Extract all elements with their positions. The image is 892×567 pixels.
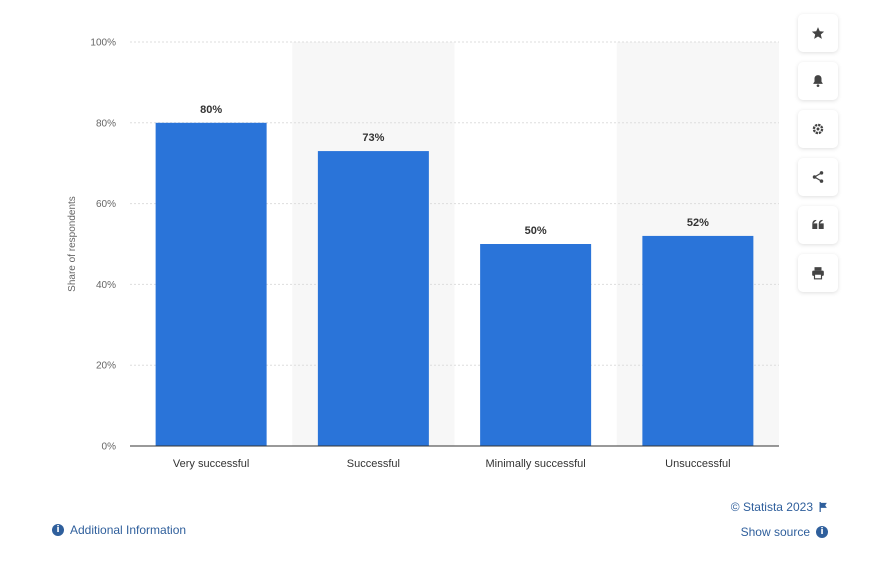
- category-label: Unsuccessful: [665, 458, 730, 470]
- bell-icon: [813, 75, 823, 88]
- additional-information-text: Additional Information: [70, 523, 187, 537]
- gear-icon: [812, 123, 824, 135]
- value-label: 52%: [687, 217, 709, 229]
- settings-button[interactable]: [798, 110, 838, 148]
- share-icon: [812, 171, 824, 183]
- category-label: Minimally successful: [486, 458, 586, 470]
- y-tick-label: 100%: [90, 38, 116, 49]
- y-tick-label: 80%: [96, 118, 116, 129]
- y-axis-ticks: 0% 20% 40% 60% 80% 100%: [90, 38, 116, 453]
- category-label: Very successful: [173, 458, 249, 470]
- category-label: Successful: [347, 458, 400, 470]
- value-label: 73%: [362, 132, 384, 144]
- y-tick-label: 60%: [96, 199, 116, 210]
- cite-button[interactable]: [798, 206, 838, 244]
- credit-text: © Statista 2023: [730, 500, 813, 514]
- star-icon: [811, 27, 825, 39]
- show-source-link[interactable]: Show source i: [741, 525, 828, 539]
- y-tick-label: 20%: [96, 361, 116, 372]
- print-button[interactable]: [798, 254, 838, 292]
- flag-icon: [819, 502, 827, 512]
- quote-icon: [812, 219, 824, 229]
- chart-toolbar: [798, 14, 838, 302]
- favorite-button[interactable]: [798, 14, 838, 52]
- statista-credit[interactable]: © Statista 2023: [731, 500, 828, 514]
- share-button[interactable]: [798, 158, 838, 196]
- bar[interactable]: [155, 122, 267, 447]
- show-source-text: Show source: [740, 525, 810, 539]
- additional-information-link[interactable]: i Additional Information: [52, 523, 186, 537]
- info-icon: i: [52, 524, 64, 536]
- value-label: 80%: [200, 104, 222, 116]
- bars: [155, 122, 754, 447]
- y-axis-title: Share of respondents: [67, 196, 78, 292]
- bar[interactable]: [480, 244, 592, 446]
- print-icon: [812, 267, 824, 280]
- category-labels: Very successful Successful Minimally succe…: [173, 458, 731, 470]
- value-label: 50%: [525, 225, 547, 237]
- info-icon: i: [816, 526, 828, 538]
- bar[interactable]: [317, 151, 429, 446]
- notification-button[interactable]: [798, 62, 838, 100]
- y-tick-label: 40%: [96, 280, 116, 291]
- value-labels: 80% 73% 50% 52%: [200, 104, 709, 237]
- bar[interactable]: [642, 235, 754, 446]
- y-tick-label: 0%: [102, 442, 117, 453]
